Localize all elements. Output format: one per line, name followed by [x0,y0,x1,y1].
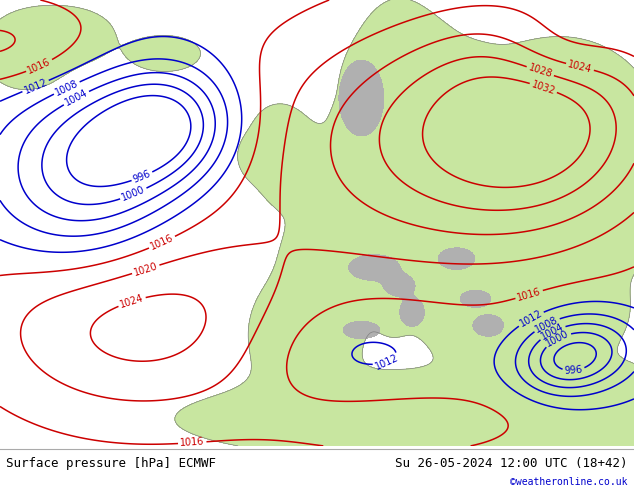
Text: 1000: 1000 [120,185,146,203]
Text: 1008: 1008 [53,78,80,98]
Text: 1020: 1020 [133,261,159,278]
Text: 996: 996 [564,365,583,376]
Text: 1008: 1008 [533,314,560,334]
Text: 1024: 1024 [567,59,593,74]
Text: 1004: 1004 [63,88,89,108]
Text: 1016: 1016 [149,233,175,252]
Text: 996: 996 [132,169,152,185]
Text: 1004: 1004 [539,322,566,342]
Text: Su 26-05-2024 12:00 UTC (18+42): Su 26-05-2024 12:00 UTC (18+42) [395,457,628,470]
Text: ©weatheronline.co.uk: ©weatheronline.co.uk [510,477,628,487]
Text: 1012: 1012 [373,352,400,372]
Text: Surface pressure [hPa] ECMWF: Surface pressure [hPa] ECMWF [6,457,216,470]
Text: 1028: 1028 [527,63,553,80]
Text: 1012: 1012 [22,76,49,96]
Text: 1024: 1024 [119,293,145,310]
Text: 1016: 1016 [516,286,542,303]
Text: 1012: 1012 [518,308,544,329]
Text: 1032: 1032 [530,79,557,96]
Text: 1016: 1016 [179,437,205,448]
Text: 1016: 1016 [26,56,53,75]
Text: 1000: 1000 [545,329,571,349]
